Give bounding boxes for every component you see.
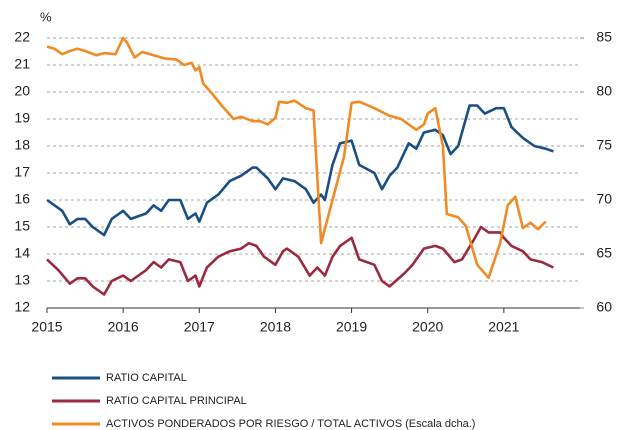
y-tick-label: 12 — [14, 299, 30, 315]
y-axis-label: % — [40, 9, 52, 24]
x-tick-label: 2015 — [31, 319, 62, 335]
y-tick-label: 21 — [14, 56, 30, 72]
series-line — [46, 104, 554, 237]
series-line — [46, 225, 554, 296]
y-tick-label: 20 — [14, 83, 30, 99]
y-tick-label: 13 — [14, 272, 30, 288]
y-tick-label: 19 — [14, 110, 30, 126]
legend-label: ACTIVOS PONDERADOS POR RIESGO / TOTAL AC… — [106, 418, 475, 430]
y2-tick-label: 65 — [596, 245, 612, 261]
y-tick-label: 18 — [14, 137, 30, 153]
y-tick-label: 15 — [14, 218, 30, 234]
y2-tick-label: 70 — [596, 191, 612, 207]
y-tick-label: 17 — [14, 164, 30, 180]
y2-tick-label: 75 — [596, 137, 612, 153]
legend-label: RATIO CAPITAL — [106, 372, 187, 384]
y-tick-label: 22 — [14, 29, 30, 45]
x-tick-label: 2018 — [260, 319, 291, 335]
y2-tick-label: 85 — [596, 29, 612, 45]
series-line — [46, 36, 547, 280]
x-tick-label: 2021 — [488, 319, 519, 335]
x-tick-label: 2017 — [184, 319, 215, 335]
y2-tick-label: 80 — [596, 83, 612, 99]
x-tick-label: 2019 — [336, 319, 367, 335]
y-tick-label: 16 — [14, 191, 30, 207]
y-tick-label: 14 — [14, 245, 30, 261]
y2-tick-label: 60 — [596, 299, 612, 315]
x-tick-label: 2016 — [108, 319, 139, 335]
legend-label: RATIO CAPITAL PRINCIPAL — [106, 395, 247, 407]
x-tick-label: 2020 — [412, 319, 443, 335]
